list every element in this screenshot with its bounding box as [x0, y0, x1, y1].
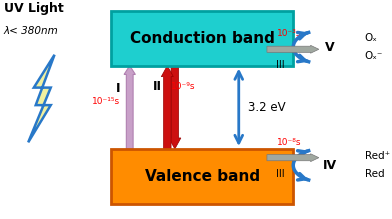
Text: 10⁻³s: 10⁻³s: [277, 29, 301, 38]
Text: IV: IV: [323, 159, 337, 172]
Text: 10⁻⁸s: 10⁻⁸s: [277, 138, 301, 147]
Text: 10⁻⁹s: 10⁻⁹s: [171, 82, 196, 91]
Text: I: I: [116, 82, 120, 95]
Text: Conduction band: Conduction band: [130, 31, 274, 46]
FancyBboxPatch shape: [111, 149, 293, 204]
Text: Oₓ: Oₓ: [365, 33, 377, 43]
FancyBboxPatch shape: [111, 11, 293, 66]
FancyArrow shape: [267, 45, 319, 53]
Text: UV Light: UV Light: [4, 2, 64, 15]
FancyArrow shape: [267, 154, 319, 162]
Text: III: III: [276, 169, 285, 179]
Text: Red⁺: Red⁺: [365, 151, 390, 161]
Text: 3.2 eV: 3.2 eV: [248, 101, 286, 114]
Polygon shape: [28, 55, 54, 142]
Text: Valence band: Valence band: [145, 169, 260, 184]
Text: λ< 380nm: λ< 380nm: [4, 26, 58, 36]
FancyArrow shape: [161, 66, 173, 149]
FancyArrow shape: [124, 66, 135, 149]
Text: II: II: [152, 80, 162, 93]
Text: Oₓ⁻: Oₓ⁻: [365, 51, 383, 61]
Text: 10⁻¹⁵s: 10⁻¹⁵s: [92, 97, 120, 106]
Text: Red: Red: [365, 169, 384, 179]
Text: III: III: [276, 60, 285, 70]
FancyArrow shape: [169, 66, 181, 149]
Text: V: V: [325, 41, 335, 54]
